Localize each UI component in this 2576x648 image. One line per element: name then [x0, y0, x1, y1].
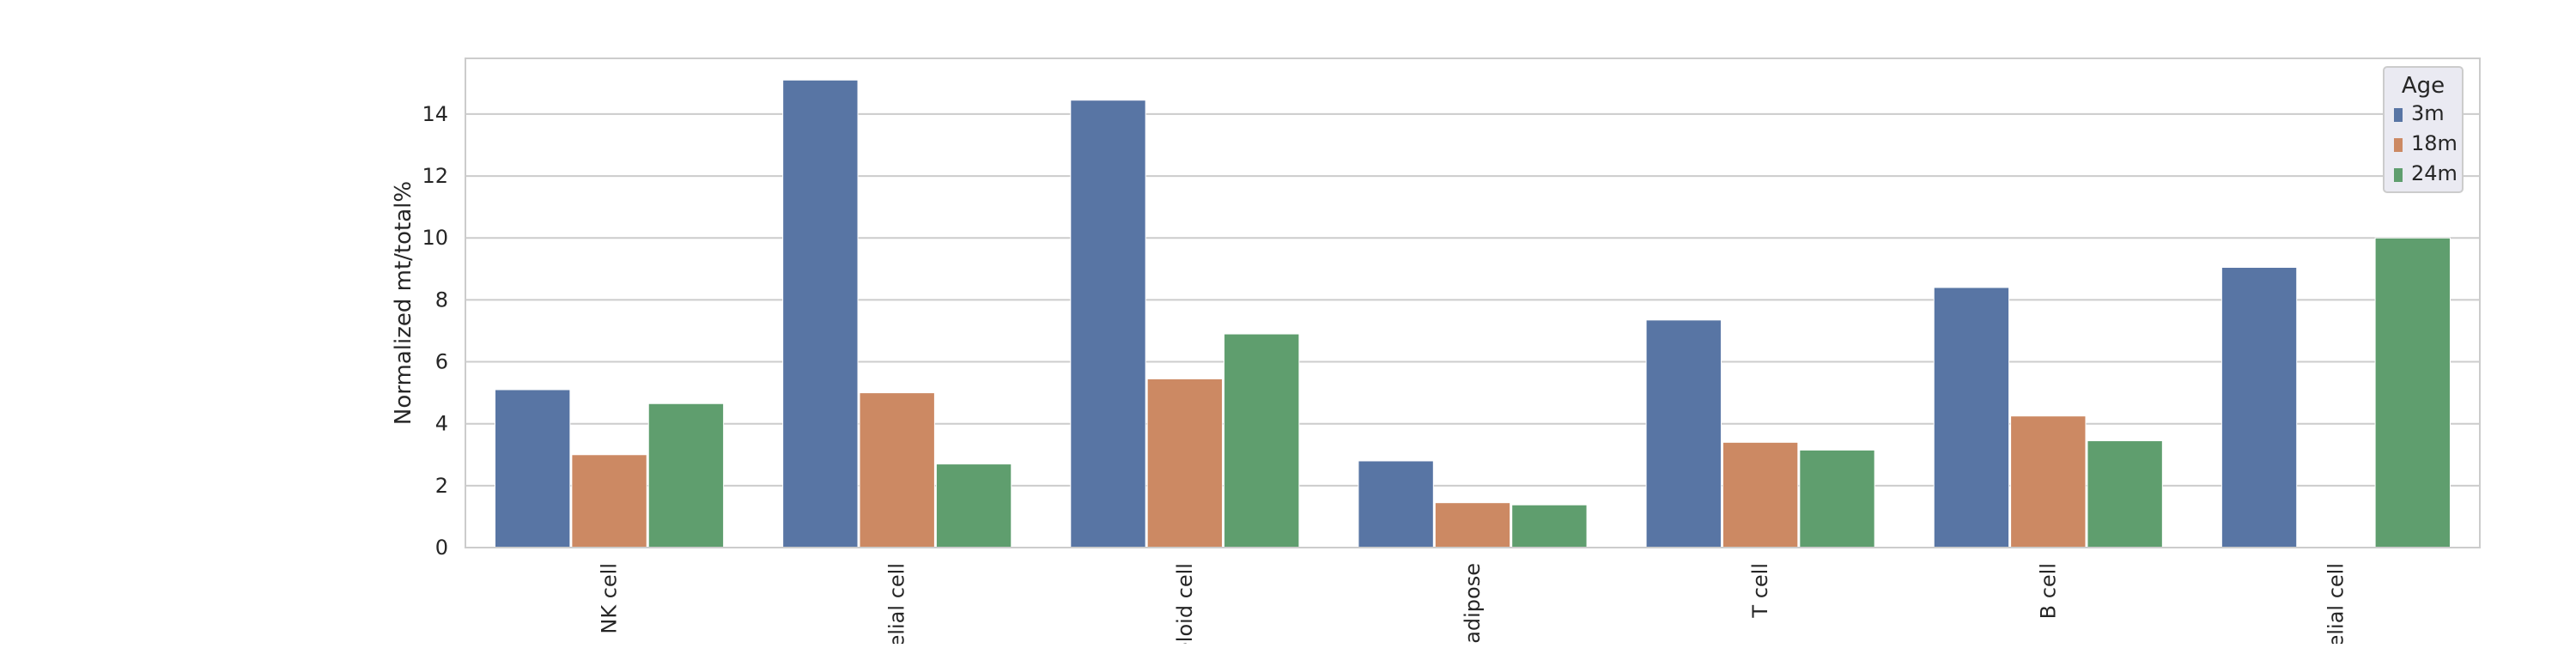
legend-box: [2383, 66, 2464, 193]
bar-3m-2: [1070, 100, 1146, 548]
bar-24m-2: [1224, 333, 1300, 548]
legend-swatch-18m: [2394, 138, 2403, 152]
grid-layer: [465, 112, 2480, 548]
x-tick-label: T cell: [1748, 563, 1772, 619]
bar-18m-3: [1434, 502, 1511, 548]
legend-swatch-3m: [2394, 108, 2403, 122]
legend-swatch-24m: [2394, 168, 2403, 182]
bar-24m-3: [1511, 504, 1588, 548]
x-tick-label: B cell: [2036, 563, 2060, 619]
x-tick-label: elial cell: [2324, 563, 2348, 644]
bar-24m-4: [1799, 449, 1875, 548]
y-tick-label: 10: [422, 226, 448, 250]
bars-layer: [495, 79, 2451, 548]
legend-title: Age: [2402, 73, 2445, 99]
x-tick-label: NK cell: [598, 563, 622, 634]
bar-18m-5: [2010, 415, 2087, 548]
y-tick-label: 14: [422, 102, 448, 126]
bar-3m-0: [495, 389, 571, 548]
bar-18m-0: [571, 454, 647, 548]
bar-24m-5: [2087, 440, 2163, 548]
y-tick-label: 12: [422, 164, 448, 188]
bar-18m-2: [1146, 378, 1224, 548]
bar-18m-1: [859, 392, 935, 548]
bar-24m-0: [647, 403, 725, 548]
plot-frame: [465, 58, 2481, 548]
x-tick-label: elial cell: [885, 563, 909, 644]
legend-label: 3m: [2411, 101, 2445, 125]
y-tick-label: 8: [435, 288, 448, 312]
legend-label: 24m: [2411, 161, 2458, 185]
y-tick-label: 4: [435, 412, 448, 436]
y-axis-title: Normalized mt/total%: [391, 181, 416, 425]
bar-3m-1: [782, 79, 859, 548]
legend-label: 18m: [2411, 131, 2458, 155]
x-tick-label: adipose: [1461, 563, 1485, 644]
y-tick-label: 6: [435, 350, 448, 374]
y-axis: 0 2 4 6 8 10 12 14: [422, 102, 448, 560]
bar-3m-3: [1358, 460, 1434, 548]
x-tick-label: eloid cell: [1173, 563, 1197, 644]
bar-18m-4: [1722, 441, 1799, 548]
bar-3m-5: [1933, 287, 2010, 548]
bar-24m-1: [935, 463, 1012, 548]
bar-24m-6: [2374, 237, 2451, 548]
bar-3m-4: [1645, 319, 1722, 548]
bar-3m-6: [2221, 267, 2298, 548]
y-tick-label: 2: [435, 474, 448, 498]
x-axis: NK cell elial cell eloid cell adipose T cell…: [598, 563, 2348, 648]
y-tick-label: 0: [435, 536, 448, 560]
